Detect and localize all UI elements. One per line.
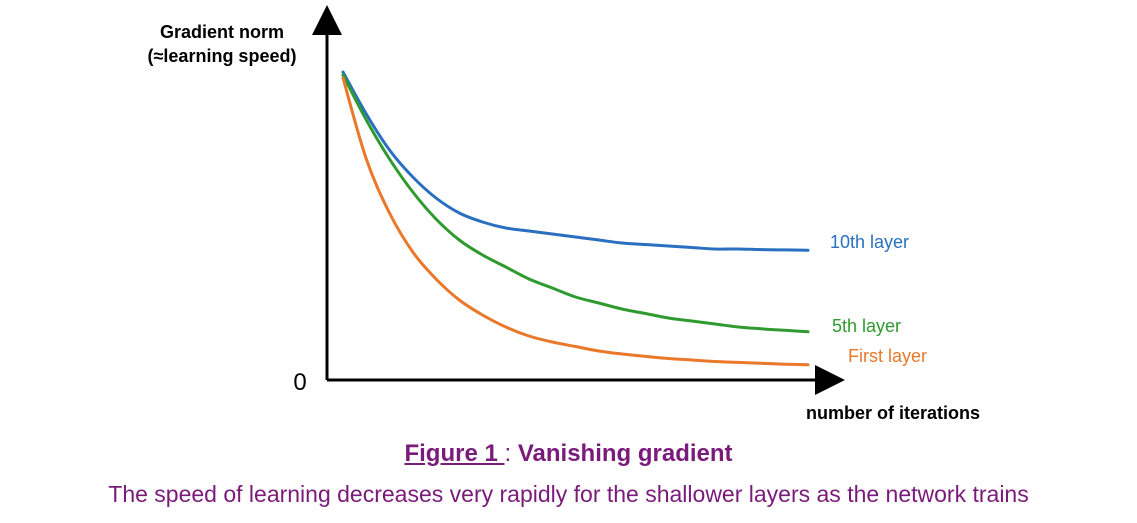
y-axis-label-line1: Gradient norm [160, 22, 284, 42]
series-line-1 [341, 70, 810, 252]
x-axis-label: number of iterations [806, 403, 980, 423]
caption-separator: : [504, 440, 518, 467]
y-axis-label-line2: (≈learning speed) [148, 46, 297, 66]
caption-title-text: Vanishing gradient [517, 440, 733, 467]
series-label-3: First layer [848, 346, 927, 366]
series-label-2: 5th layer [832, 316, 901, 336]
figure-number-link[interactable]: Figure 1 [404, 440, 505, 467]
y-zero-label: 0 [293, 369, 306, 396]
series-label-1: 10th layer [830, 232, 909, 252]
figure-caption-description: The speed of learning decreases very rap… [108, 481, 1029, 507]
vanishing-gradient-chart: Gradient norm (≈learning speed) 0 number… [148, 5, 980, 423]
series-line-3 [341, 76, 810, 367]
figure-caption-title: Figure 1 : Vanishing gradient [0, 440, 1137, 468]
series-line-2 [341, 73, 810, 334]
series-layer: 10th layer 5th layer First layer [341, 70, 927, 367]
